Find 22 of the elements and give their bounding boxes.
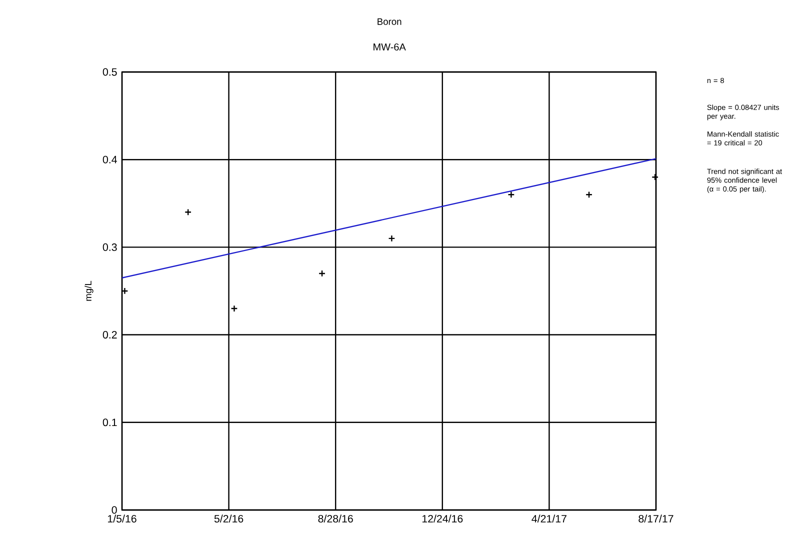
point [388,234,396,242]
chart-title: Boron [378,18,402,25]
x-tick-label: 4/21/17 [532,514,566,523]
point [508,191,515,198]
point [652,174,659,181]
x-tick-label: 8/28/16 [318,514,353,523]
x-tick-label: 1/5/16 [108,514,136,523]
y-tick-label: 0.1 [102,418,117,426]
x-tick-label: 5/2/16 [214,514,244,523]
y-axis-title: mg/L [84,280,94,301]
point [184,208,192,216]
y-tick-label: 0.5 [102,68,117,76]
point [585,191,593,198]
x-tick-label: 8/17/17 [638,514,674,523]
chart-subtitle: MW-6A [374,43,406,51]
y-tick-label: 0 [112,506,117,514]
y-tick-label: 0.4 [102,156,117,164]
x-tick-label: 12/24/16 [422,514,463,523]
point [230,304,238,312]
point [318,270,326,278]
y-tick-label: 0.2 [102,331,117,339]
y-tick-label: 0.3 [102,243,117,251]
